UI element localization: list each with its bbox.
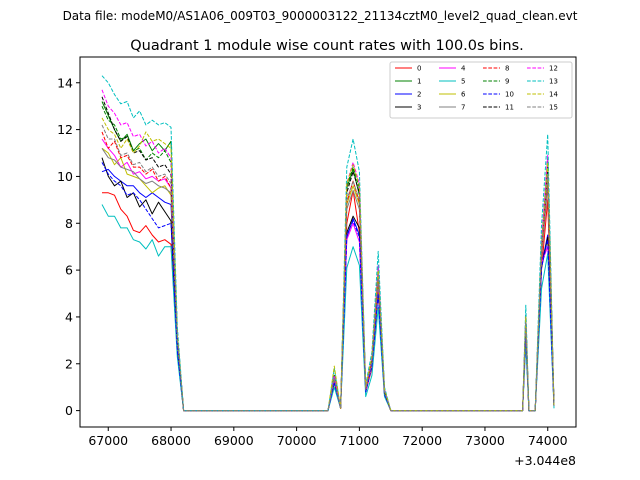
series-line-15 <box>101 124 555 412</box>
y-tick-label: 14 <box>57 75 73 90</box>
y-tick-label: 6 <box>65 263 73 278</box>
x-tick-label: 73000 <box>465 433 505 448</box>
x-offset-label: +3.044e8 <box>514 453 576 468</box>
legend-label-6: 6 <box>461 91 466 99</box>
legend-label-3: 3 <box>417 104 421 112</box>
plot-frame <box>79 56 577 428</box>
series-line-9 <box>101 105 555 412</box>
series-line-4 <box>101 138 555 412</box>
legend-label-14: 14 <box>549 91 558 99</box>
legend-label-10: 10 <box>505 91 514 99</box>
legend-label-11: 11 <box>505 104 514 112</box>
series-line-6 <box>101 147 555 412</box>
legend-label-1: 1 <box>417 78 421 86</box>
x-tick-label: 68000 <box>151 433 191 448</box>
legend-label-8: 8 <box>505 65 509 73</box>
y-tick-label: 2 <box>65 356 73 371</box>
chart-suptitle: Data file: modeM0/AS1A06_009T03_90000031… <box>63 9 578 23</box>
series-layer <box>101 75 555 412</box>
x-axis: 67000 68000 69000 70000 71000 72000 73000 74000 <box>88 427 568 448</box>
y-tick-label: 10 <box>57 169 73 184</box>
x-tick-label: 71000 <box>340 433 380 448</box>
x-tick-label: 70000 <box>277 433 317 448</box>
series-line-7 <box>101 148 555 412</box>
y-tick-label: 12 <box>57 122 73 137</box>
x-tick-label: 72000 <box>402 433 442 448</box>
series-line-5 <box>101 204 555 412</box>
series-line-14 <box>101 117 555 412</box>
x-tick-label: 74000 <box>528 433 568 448</box>
chart-title: Quadrant 1 module wise count rates with … <box>130 38 524 54</box>
y-tick-label: 0 <box>65 403 73 418</box>
series-line-8 <box>101 131 555 412</box>
legend-label-5: 5 <box>461 78 465 86</box>
legend-label-0: 0 <box>417 65 421 73</box>
legend-label-7: 7 <box>461 104 465 112</box>
x-tick-label: 67000 <box>88 433 128 448</box>
legend-label-9: 9 <box>505 78 509 86</box>
series-line-2 <box>101 168 555 412</box>
series-line-10 <box>101 162 555 412</box>
legend-label-2: 2 <box>417 91 421 99</box>
y-tick-label: 8 <box>65 216 73 231</box>
legend-label-12: 12 <box>549 65 558 73</box>
x-tick-label: 69000 <box>214 433 254 448</box>
y-tick-label: 4 <box>65 309 73 324</box>
legend-box <box>389 61 573 119</box>
series-line-3 <box>101 157 555 412</box>
legend-label-15: 15 <box>549 104 558 112</box>
legend-label-4: 4 <box>461 65 466 73</box>
y-axis: 0 2 4 6 8 10 12 14 <box>57 75 80 418</box>
legend-label-13: 13 <box>549 78 558 86</box>
series-line-12 <box>101 89 555 412</box>
